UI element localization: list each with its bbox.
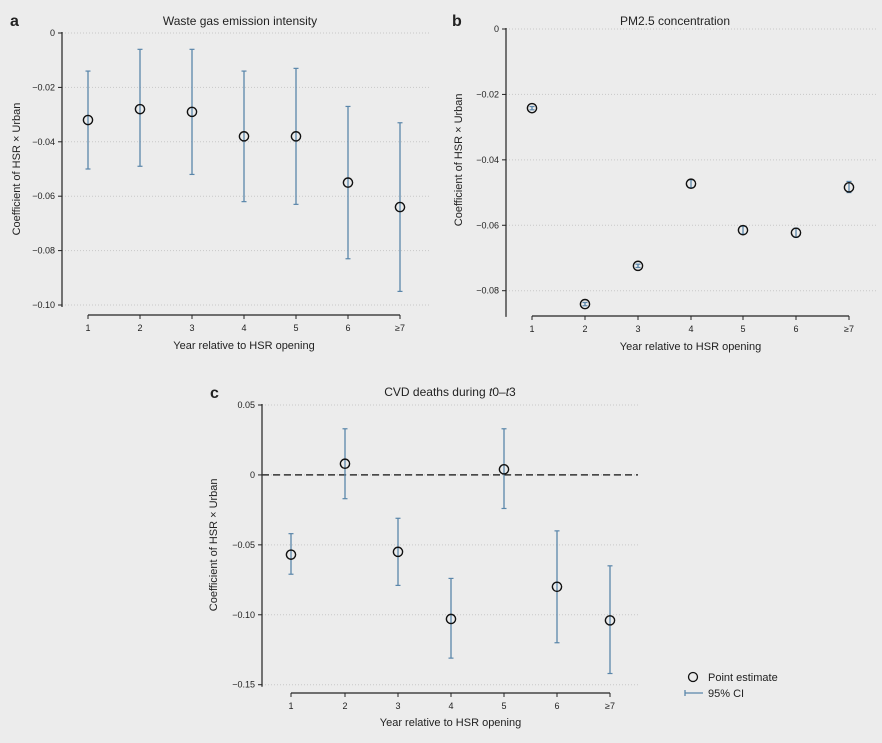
panel-label-c: c	[210, 385, 219, 402]
point-estimate	[579, 298, 591, 310]
x-tick-label: 3	[635, 324, 640, 334]
point-estimate	[790, 227, 802, 239]
y-tick-label: −0.05	[232, 540, 255, 550]
x-tick-label: ≥7	[395, 323, 405, 333]
y-axis-label: Coefficient of HSR × Urban	[453, 93, 465, 226]
legend-ci-label: 95% CI	[708, 688, 744, 700]
chart-title-part: 0–	[492, 385, 506, 399]
point-estimate	[238, 131, 250, 142]
x-tick-label: 5	[740, 324, 745, 334]
x-tick-label: ≥7	[844, 324, 854, 334]
legend-ci-marker	[684, 690, 703, 696]
x-tick-label: 1	[288, 701, 293, 711]
y-tick-label: −0.10	[232, 610, 255, 620]
chart-title-part: t	[489, 385, 493, 399]
point-estimate	[737, 224, 749, 236]
x-tick-label: 5	[501, 701, 506, 711]
y-tick-label: 0	[250, 470, 255, 480]
point-estimate	[551, 581, 563, 593]
point-estimate	[526, 102, 538, 114]
y-tick-label: −0.04	[476, 155, 499, 165]
x-tick-label: 1	[529, 324, 534, 334]
chart-title: Waste gas emission intensity	[163, 14, 317, 28]
y-tick-label: −0.08	[476, 286, 499, 296]
x-tick-label: 1	[85, 323, 90, 333]
panel-a: Waste gas emission intensity Coefficient …	[11, 14, 430, 352]
y-tick-label: −0.06	[476, 220, 499, 230]
x-tick-label: 4	[448, 701, 453, 711]
chart-title-part: t	[506, 385, 510, 399]
y-tick-label: 0	[50, 28, 55, 38]
legend: Point estimate 95% CI	[684, 671, 778, 700]
point-estimate	[186, 106, 198, 118]
x-tick-label: 3	[189, 323, 194, 333]
x-tick-label: 2	[137, 323, 142, 333]
x-tick-label: 2	[582, 324, 587, 334]
point-estimate	[604, 615, 616, 626]
x-axis-label: Year relative to HSR opening	[620, 341, 761, 353]
point-estimate	[632, 260, 644, 272]
y-tick-label: −0.02	[32, 82, 55, 92]
x-tick-label: ≥7	[605, 701, 615, 711]
point-estimate	[498, 464, 510, 475]
panel-label-b: b	[452, 13, 462, 30]
chart-title: CVD deaths during t0–t3	[384, 385, 516, 399]
point-estimate	[394, 201, 406, 213]
x-tick-label: 2	[342, 701, 347, 711]
point-estimate	[445, 613, 457, 625]
x-tick-label: 6	[345, 323, 350, 333]
x-tick-label: 3	[395, 701, 400, 711]
y-axis-label: Coefficient of HSR × Urban	[11, 103, 23, 236]
point-estimate	[685, 178, 697, 190]
y-tick-label: −0.15	[232, 680, 255, 690]
chart-title: PM2.5 concentration	[620, 14, 730, 28]
point-estimate	[843, 182, 855, 193]
y-tick-label: −0.10	[32, 300, 55, 310]
x-tick-label: 5	[293, 323, 298, 333]
point-estimate	[82, 114, 94, 126]
chart-title-part: 3	[509, 385, 516, 399]
x-axis-label: Year relative to HSR opening	[380, 717, 521, 729]
panel-label-a: a	[10, 13, 19, 30]
point-estimate	[285, 549, 297, 560]
y-tick-label: −0.04	[32, 137, 55, 147]
point-estimate	[342, 177, 354, 188]
chart-title-part: CVD deaths during	[384, 385, 489, 399]
y-tick-label: −0.06	[32, 191, 55, 201]
x-axis-label: Year relative to HSR opening	[173, 340, 314, 352]
x-tick-label: 4	[241, 323, 246, 333]
panel-b: PM2.5 concentration Coefficient of HSR × …	[453, 14, 878, 353]
x-tick-label: 6	[554, 701, 559, 711]
point-estimate	[134, 103, 146, 115]
point-estimate	[290, 131, 302, 142]
y-tick-label: 0.05	[237, 400, 255, 410]
point-estimate	[392, 546, 404, 558]
y-axis-label: Coefficient of HSR × Urban	[208, 478, 220, 611]
legend-point-label: Point estimate	[708, 672, 778, 684]
y-tick-label: −0.08	[32, 246, 55, 256]
x-tick-label: 4	[688, 324, 693, 334]
point-estimate	[339, 458, 351, 470]
y-tick-label: −0.02	[476, 89, 499, 99]
legend-point-marker	[687, 671, 699, 683]
x-tick-label: 6	[793, 324, 798, 334]
y-tick-label: 0	[494, 24, 499, 34]
